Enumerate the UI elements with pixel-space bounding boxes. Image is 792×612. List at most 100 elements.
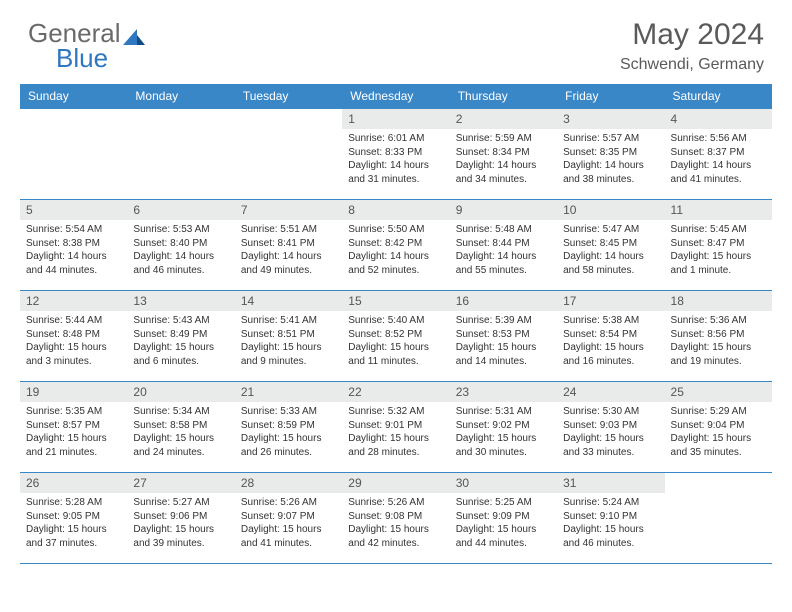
day-number: 20: [127, 382, 234, 402]
day-number: 28: [235, 473, 342, 493]
day-details: Sunrise: 5:33 AMSunset: 8:59 PMDaylight:…: [235, 402, 342, 462]
day-number: 12: [20, 291, 127, 311]
day-number: 2: [450, 109, 557, 129]
calendar-day-cell: 3Sunrise: 5:57 AMSunset: 8:35 PMDaylight…: [557, 109, 664, 200]
calendar-day-cell: 17Sunrise: 5:38 AMSunset: 8:54 PMDayligh…: [557, 291, 664, 382]
day-header: Friday: [557, 84, 664, 109]
day-number: 1: [342, 109, 449, 129]
day-header: Tuesday: [235, 84, 342, 109]
day-number: 6: [127, 200, 234, 220]
calendar-day-cell: 31Sunrise: 5:24 AMSunset: 9:10 PMDayligh…: [557, 473, 664, 564]
location-label: Schwendi, Germany: [620, 56, 764, 74]
day-number: 16: [450, 291, 557, 311]
calendar-day-cell: 15Sunrise: 5:40 AMSunset: 8:52 PMDayligh…: [342, 291, 449, 382]
day-details: Sunrise: 5:48 AMSunset: 8:44 PMDaylight:…: [450, 220, 557, 280]
day-number: 19: [20, 382, 127, 402]
day-number: 18: [665, 291, 772, 311]
day-details: Sunrise: 5:38 AMSunset: 8:54 PMDaylight:…: [557, 311, 664, 371]
day-number: 13: [127, 291, 234, 311]
day-number: 30: [450, 473, 557, 493]
day-details: Sunrise: 5:41 AMSunset: 8:51 PMDaylight:…: [235, 311, 342, 371]
calendar-day-cell: 9Sunrise: 5:48 AMSunset: 8:44 PMDaylight…: [450, 200, 557, 291]
day-number: 26: [20, 473, 127, 493]
day-details: Sunrise: 5:35 AMSunset: 8:57 PMDaylight:…: [20, 402, 127, 462]
day-header: Sunday: [20, 84, 127, 109]
day-details: Sunrise: 5:39 AMSunset: 8:53 PMDaylight:…: [450, 311, 557, 371]
day-number: 21: [235, 382, 342, 402]
day-details: Sunrise: 5:54 AMSunset: 8:38 PMDaylight:…: [20, 220, 127, 280]
day-number: 4: [665, 109, 772, 129]
calendar-day-cell: 13Sunrise: 5:43 AMSunset: 8:49 PMDayligh…: [127, 291, 234, 382]
calendar-day-cell: .: [665, 473, 772, 564]
calendar-day-cell: .: [235, 109, 342, 200]
calendar-week-row: 12Sunrise: 5:44 AMSunset: 8:48 PMDayligh…: [20, 291, 772, 382]
calendar-day-cell: 21Sunrise: 5:33 AMSunset: 8:59 PMDayligh…: [235, 382, 342, 473]
day-number: 17: [557, 291, 664, 311]
calendar-day-cell: 8Sunrise: 5:50 AMSunset: 8:42 PMDaylight…: [342, 200, 449, 291]
day-number: 14: [235, 291, 342, 311]
day-number: 15: [342, 291, 449, 311]
day-header: Thursday: [450, 84, 557, 109]
day-number: 10: [557, 200, 664, 220]
day-details: Sunrise: 5:26 AMSunset: 9:08 PMDaylight:…: [342, 493, 449, 553]
day-number: 31: [557, 473, 664, 493]
calendar-week-row: 5Sunrise: 5:54 AMSunset: 8:38 PMDaylight…: [20, 200, 772, 291]
calendar-day-cell: 26Sunrise: 5:28 AMSunset: 9:05 PMDayligh…: [20, 473, 127, 564]
day-number: 29: [342, 473, 449, 493]
calendar-day-cell: 19Sunrise: 5:35 AMSunset: 8:57 PMDayligh…: [20, 382, 127, 473]
day-number: 5: [20, 200, 127, 220]
day-details: Sunrise: 5:24 AMSunset: 9:10 PMDaylight:…: [557, 493, 664, 553]
day-details: Sunrise: 5:28 AMSunset: 9:05 PMDaylight:…: [20, 493, 127, 553]
day-header: Monday: [127, 84, 234, 109]
day-details: Sunrise: 5:57 AMSunset: 8:35 PMDaylight:…: [557, 129, 664, 189]
day-number: 8: [342, 200, 449, 220]
day-details: Sunrise: 5:59 AMSunset: 8:34 PMDaylight:…: [450, 129, 557, 189]
day-details: Sunrise: 5:45 AMSunset: 8:47 PMDaylight:…: [665, 220, 772, 280]
day-number: 9: [450, 200, 557, 220]
day-number: 7: [235, 200, 342, 220]
brand-part2: Blue: [56, 43, 145, 74]
calendar-day-cell: 30Sunrise: 5:25 AMSunset: 9:09 PMDayligh…: [450, 473, 557, 564]
calendar-day-cell: 24Sunrise: 5:30 AMSunset: 9:03 PMDayligh…: [557, 382, 664, 473]
day-details: Sunrise: 5:27 AMSunset: 9:06 PMDaylight:…: [127, 493, 234, 553]
calendar-day-cell: 11Sunrise: 5:45 AMSunset: 8:47 PMDayligh…: [665, 200, 772, 291]
calendar-day-cell: 27Sunrise: 5:27 AMSunset: 9:06 PMDayligh…: [127, 473, 234, 564]
calendar-day-cell: 18Sunrise: 5:36 AMSunset: 8:56 PMDayligh…: [665, 291, 772, 382]
day-number: 24: [557, 382, 664, 402]
brand-triangle-icon: [123, 27, 145, 45]
day-details: Sunrise: 5:25 AMSunset: 9:09 PMDaylight:…: [450, 493, 557, 553]
page-title: May 2024: [620, 18, 764, 52]
calendar-day-cell: 5Sunrise: 5:54 AMSunset: 8:38 PMDaylight…: [20, 200, 127, 291]
calendar-day-cell: 28Sunrise: 5:26 AMSunset: 9:07 PMDayligh…: [235, 473, 342, 564]
day-details: Sunrise: 5:43 AMSunset: 8:49 PMDaylight:…: [127, 311, 234, 371]
calendar-day-cell: 12Sunrise: 5:44 AMSunset: 8:48 PMDayligh…: [20, 291, 127, 382]
calendar-day-cell: 25Sunrise: 5:29 AMSunset: 9:04 PMDayligh…: [665, 382, 772, 473]
calendar-day-cell: 20Sunrise: 5:34 AMSunset: 8:58 PMDayligh…: [127, 382, 234, 473]
calendar-day-cell: 16Sunrise: 5:39 AMSunset: 8:53 PMDayligh…: [450, 291, 557, 382]
day-details: Sunrise: 5:30 AMSunset: 9:03 PMDaylight:…: [557, 402, 664, 462]
calendar-day-cell: 7Sunrise: 5:51 AMSunset: 8:41 PMDaylight…: [235, 200, 342, 291]
calendar-day-cell: 29Sunrise: 5:26 AMSunset: 9:08 PMDayligh…: [342, 473, 449, 564]
day-number: 11: [665, 200, 772, 220]
day-number: 27: [127, 473, 234, 493]
day-header: Wednesday: [342, 84, 449, 109]
day-header: Saturday: [665, 84, 772, 109]
day-details: Sunrise: 5:36 AMSunset: 8:56 PMDaylight:…: [665, 311, 772, 371]
day-details: Sunrise: 5:26 AMSunset: 9:07 PMDaylight:…: [235, 493, 342, 553]
day-details: Sunrise: 5:32 AMSunset: 9:01 PMDaylight:…: [342, 402, 449, 462]
calendar-week-row: 19Sunrise: 5:35 AMSunset: 8:57 PMDayligh…: [20, 382, 772, 473]
calendar-day-cell: 4Sunrise: 5:56 AMSunset: 8:37 PMDaylight…: [665, 109, 772, 200]
calendar-day-cell: 22Sunrise: 5:32 AMSunset: 9:01 PMDayligh…: [342, 382, 449, 473]
day-number: 22: [342, 382, 449, 402]
calendar-day-cell: 14Sunrise: 5:41 AMSunset: 8:51 PMDayligh…: [235, 291, 342, 382]
calendar-day-cell: 1Sunrise: 6:01 AMSunset: 8:33 PMDaylight…: [342, 109, 449, 200]
day-details: Sunrise: 5:44 AMSunset: 8:48 PMDaylight:…: [20, 311, 127, 371]
day-details: Sunrise: 5:56 AMSunset: 8:37 PMDaylight:…: [665, 129, 772, 189]
calendar-week-row: 26Sunrise: 5:28 AMSunset: 9:05 PMDayligh…: [20, 473, 772, 564]
day-number: 23: [450, 382, 557, 402]
day-details: Sunrise: 5:40 AMSunset: 8:52 PMDaylight:…: [342, 311, 449, 371]
calendar-day-cell: 2Sunrise: 5:59 AMSunset: 8:34 PMDaylight…: [450, 109, 557, 200]
day-details: Sunrise: 5:34 AMSunset: 8:58 PMDaylight:…: [127, 402, 234, 462]
day-number: 3: [557, 109, 664, 129]
brand-logo: GeneralBlue: [28, 18, 145, 74]
